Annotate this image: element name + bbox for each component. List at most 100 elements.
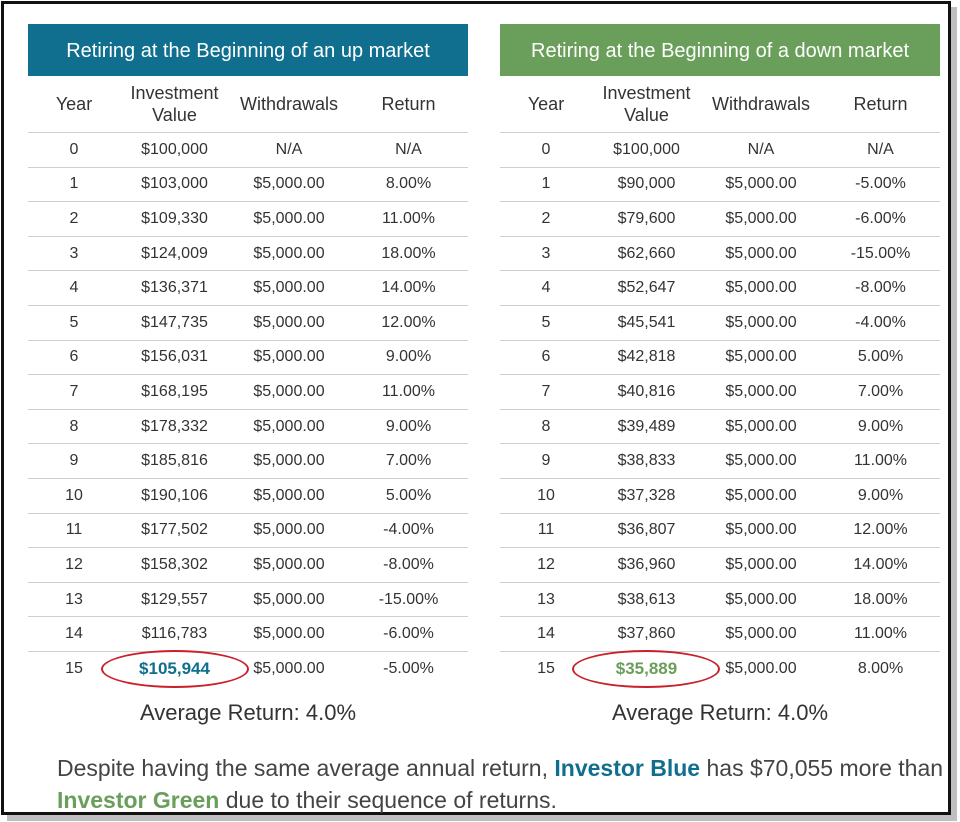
investment-value-cell: $39,489 [592,408,701,444]
investment-value-cell: $38,833 [592,443,701,479]
table-row: 12 $158,302 $5,000.00 -8.00% [28,547,468,583]
year-cell: 14 [500,616,592,652]
investment-value-cell: $103,000 [120,166,229,202]
year-cell: 11 [500,512,592,548]
withdrawal-cell: $5,000.00 [229,477,349,514]
return-cell: 11.00% [349,374,468,410]
return-cell: -4.00% [821,304,940,341]
investment-value-cell: $158,302 [120,547,229,583]
table-row: 4 $52,647 $5,000.00 -8.00% [500,270,940,306]
investment-value-header-line1: Investment [130,83,219,103]
up-market-average-return: Average Return: 4.0% [139,699,357,725]
table-row: 15 $105,944 $5,000.00 -5.00% [28,649,468,688]
up-market-panel: Retiring at the Beginning of an up marke… [28,24,468,726]
table-row: 11 $177,502 $5,000.00 -4.00% [28,512,468,548]
table-row: 3 $62,660 $5,000.00 -15.00% [500,235,940,271]
withdrawal-cell: $5,000.00 [701,512,821,548]
return-cell: -6.00% [821,201,940,237]
year-cell: 6 [28,339,120,375]
year-cell: 7 [28,374,120,410]
year-cell: 8 [500,408,592,444]
table-row: 14 $37,860 $5,000.00 11.00% [500,616,940,652]
investment-value-cell: $36,960 [592,547,701,583]
table-row: 9 $185,816 $5,000.00 7.00% [28,443,468,479]
return-cell: 8.00% [821,650,940,686]
up-market-table: Year Investment Value Withdrawals Return… [28,76,468,688]
year-cell: 0 [500,132,592,168]
investment-value-cell: $62,660 [592,235,701,271]
withdrawal-cell: $5,000.00 [229,235,349,271]
return-cell: 18.00% [349,235,468,271]
year-cell: 6 [500,339,592,375]
table-row: 1 $103,000 $5,000.00 8.00% [28,166,468,202]
withdrawal-cell: $5,000.00 [229,304,349,341]
investment-value-cell: $100,000 [120,132,229,168]
investment-value-cell: $109,330 [120,201,229,237]
year-cell: 8 [28,408,120,444]
table-row: 9 $38,833 $5,000.00 11.00% [500,443,940,479]
withdrawal-cell: $5,000.00 [701,374,821,410]
year-cell: 12 [28,547,120,583]
investment-value-cell: $37,860 [592,616,701,652]
year-cell: 4 [28,270,120,306]
year-cell: 13 [28,581,120,617]
year-cell: 15 [28,650,120,686]
return-cell: -8.00% [349,547,468,583]
table-row: 10 $190,106 $5,000.00 5.00% [28,477,468,514]
table-header-row: Year Investment Value Withdrawals Return [500,76,940,133]
year-cell: 9 [28,443,120,479]
return-header: Return [853,94,908,114]
return-cell: 7.00% [821,374,940,410]
withdrawal-cell: $5,000.00 [229,201,349,237]
withdrawal-cell: $5,000.00 [701,235,821,271]
withdrawal-cell: $5,000.00 [701,616,821,652]
return-cell: -5.00% [821,166,940,202]
table-row: 0 $100,000 N/A N/A [28,132,468,168]
return-cell: 12.00% [821,512,940,548]
investment-value-cell: $147,735 [120,304,229,341]
investor-green-label: Investor Green [57,787,220,813]
investment-value-header-line2: Value [152,105,197,125]
year-cell: 4 [500,270,592,306]
investment-value-cell: $37,328 [592,477,701,514]
return-cell: 12.00% [349,304,468,341]
return-cell: 11.00% [821,616,940,652]
return-cell: 14.00% [821,547,940,583]
year-cell: 11 [28,512,120,548]
investor-blue-label: Investor Blue [554,755,701,781]
investment-value-cell: $38,613 [592,581,701,617]
return-cell: 9.00% [349,339,468,375]
summary-text: Despite having the same average annual r… [57,752,947,816]
return-cell: 8.00% [349,166,468,202]
table-row: 13 $38,613 $5,000.00 18.00% [500,581,940,617]
year-cell: 3 [28,235,120,271]
withdrawal-cell: $5,000.00 [701,581,821,617]
table-row: 13 $129,557 $5,000.00 -15.00% [28,581,468,617]
investment-value-cell: $45,541 [592,304,701,341]
table-header-row: Year Investment Value Withdrawals Return [28,76,468,133]
investment-value-cell: $36,807 [592,512,701,548]
year-cell: 5 [500,304,592,341]
up-market-rows: 0 $100,000 N/A N/A 1 $103,000 $5,000.00 8.00% 2 $… [28,132,468,688]
table-row: 7 $168,195 $5,000.00 11.00% [28,374,468,410]
table-row: 8 $39,489 $5,000.00 9.00% [500,408,940,444]
withdrawal-cell: $5,000.00 [701,408,821,444]
investment-value-cell: $136,371 [120,270,229,306]
table-row: 5 $147,735 $5,000.00 12.00% [28,304,468,341]
highlight-circle [572,649,721,688]
return-cell: -4.00% [349,512,468,548]
investment-value-header: Investment Value [592,76,701,133]
investment-value-cell: $79,600 [592,201,701,237]
table-row: 12 $36,960 $5,000.00 14.00% [500,547,940,583]
table-row: 8 $178,332 $5,000.00 9.00% [28,408,468,444]
investment-value-header-line2: Value [624,105,669,125]
withdrawal-cell: $5,000.00 [229,616,349,652]
withdrawal-cell: $5,000.00 [701,166,821,202]
year-cell: 5 [28,304,120,341]
table-row: 11 $36,807 $5,000.00 12.00% [500,512,940,548]
investment-value-cell: $129,557 [120,581,229,617]
down-market-table: Year Investment Value Withdrawals Return… [500,76,940,688]
investment-value-cell: $156,031 [120,339,229,375]
year-cell: 10 [28,477,120,514]
investment-value-cell: $116,783 [120,616,229,652]
